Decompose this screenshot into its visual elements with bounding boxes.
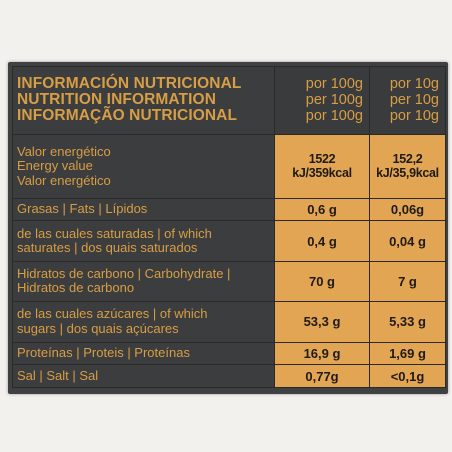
value-per100: 0,77g bbox=[274, 364, 370, 388]
value-per10: 0,06g bbox=[369, 197, 446, 222]
value-per10: <0,1g bbox=[369, 364, 446, 388]
row-label: Valor energético Energy value Valor ener… bbox=[12, 133, 275, 199]
table-row: Grasas | Fats | Lípidos 0,6 g 0,06g bbox=[12, 197, 446, 222]
title-line-es: INFORMACIÓN NUTRICIONAL bbox=[17, 75, 242, 93]
per10-line-en: per 10g bbox=[389, 92, 439, 109]
table-row: Proteínas | Proteis | Proteínas 16,9 g 1… bbox=[12, 341, 446, 366]
row-label-line: Energy value bbox=[17, 158, 93, 174]
value-per10: 1,69 g bbox=[369, 341, 446, 366]
row-label: de las cuales saturadas | of which satur… bbox=[12, 220, 275, 263]
row-label: Grasas | Fats | Lípidos bbox=[12, 197, 275, 222]
row-label-line: Grasas | Fats | Lípidos bbox=[17, 201, 148, 217]
row-label-line: saturates | dos quais saturados bbox=[17, 240, 198, 256]
per10-line-pt: por 10g bbox=[389, 108, 439, 125]
per100-line-en: per 100g bbox=[305, 92, 363, 109]
value-per10: 5,33 g bbox=[369, 300, 446, 343]
title-line-en: NUTRITION INFORMATION bbox=[17, 91, 216, 109]
per100-header: por 100g per 100g por 100g bbox=[274, 66, 370, 135]
row-label: Hidratos de carbono | Carbohydrate | Hid… bbox=[12, 261, 275, 302]
value-per100: 16,9 g bbox=[274, 341, 370, 366]
value-per10: 0,04 g bbox=[369, 220, 446, 263]
table-row: Hidratos de carbono | Carbohydrate | Hid… bbox=[12, 261, 446, 302]
value-per10: 7 g bbox=[369, 261, 446, 302]
row-label-line: Proteínas | Proteis | Proteínas bbox=[17, 345, 190, 361]
row-label-line: Valor energético bbox=[17, 143, 111, 159]
value-per100: 53,3 g bbox=[274, 300, 370, 343]
title-line-pt: INFORMAÇÃO NUTRICIONAL bbox=[17, 107, 238, 125]
value-per100: 1522 kJ/359kcal bbox=[274, 133, 370, 199]
value-per10: 152,2 kJ/35,9kcal bbox=[369, 133, 446, 199]
row-label-line: Hidratos de carbono bbox=[17, 280, 135, 296]
table-row: Valor energético Energy value Valor ener… bbox=[12, 133, 446, 199]
row-label-line: sugars | dos quais açúcares bbox=[17, 320, 179, 336]
table-row: de las cuales saturadas | of which satur… bbox=[12, 220, 446, 263]
table-row: de las cuales azúcares | of which sugars… bbox=[12, 300, 446, 343]
per10-line-es: por 10g bbox=[389, 76, 439, 93]
row-label: Sal | Salt | Sal bbox=[12, 364, 275, 388]
value-per100: 0,4 g bbox=[274, 220, 370, 263]
row-label: Proteínas | Proteis | Proteínas bbox=[12, 341, 275, 366]
header-row: INFORMACIÓN NUTRICIONAL NUTRITION INFORM… bbox=[12, 66, 446, 135]
row-label-line: de las cuales azúcares | of which bbox=[17, 306, 208, 322]
per100-line-es: por 100g bbox=[305, 76, 363, 93]
row-label: de las cuales azúcares | of which sugars… bbox=[12, 300, 275, 343]
table-row: Sal | Salt | Sal 0,77g <0,1g bbox=[12, 364, 446, 388]
row-label-line: Valor energético bbox=[17, 172, 111, 188]
value-per100: 0,6 g bbox=[274, 197, 370, 222]
value-per100: 70 g bbox=[274, 261, 370, 302]
table-title: INFORMACIÓN NUTRICIONAL NUTRITION INFORM… bbox=[12, 66, 275, 135]
nutrition-table: INFORMACIÓN NUTRICIONAL NUTRITION INFORM… bbox=[12, 66, 446, 388]
per100-line-pt: por 100g bbox=[305, 108, 363, 125]
per10-header: por 10g per 10g por 10g bbox=[369, 66, 446, 135]
row-label-line: Sal | Salt | Sal bbox=[17, 367, 99, 383]
row-label-line: de las cuales saturadas | of which bbox=[17, 225, 212, 241]
row-label-line: Hidratos de carbono | Carbohydrate | bbox=[17, 265, 231, 281]
